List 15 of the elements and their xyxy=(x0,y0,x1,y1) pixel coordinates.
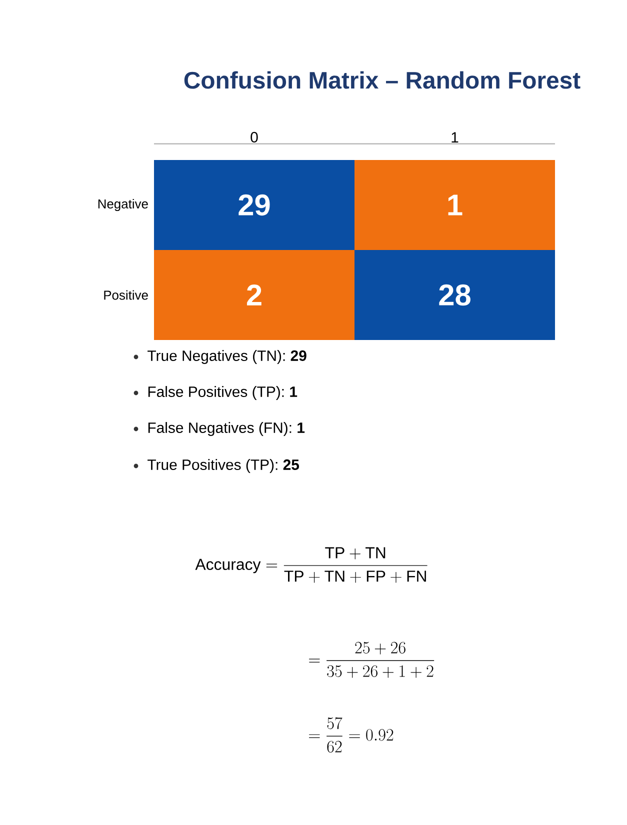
data-label: 29 xyxy=(238,194,270,216)
y-tick-label: Negative xyxy=(98,198,148,212)
y-tick-label: Positive xyxy=(104,290,148,300)
data-label: 2 xyxy=(246,284,262,306)
text: True Positives (TP): 25 xyxy=(148,459,300,473)
text: False Positives (TP): 1 xyxy=(148,386,298,400)
chart-title: Confusion Matrix – Random Forest xyxy=(184,71,580,89)
text: $= \frac{25 + 26}{35 + 26 + 1 + 2}$ xyxy=(309,642,434,678)
text: True Negatives (TN): 29 xyxy=(148,350,306,364)
text: $\mathrm{Accuracy} = \frac{\mathrm{TP} + \mathrm{TN}}{\mathrm{TP} + \mathrm{TN} + \mathrm{FP} + \mathrm{FN}}$ xyxy=(195,547,428,583)
text: $= \frac{57}{62} = 0.92$ xyxy=(309,717,394,753)
x-tick-label: 0 xyxy=(250,132,258,142)
data-label: 1 xyxy=(448,194,462,216)
data-label: 28 xyxy=(439,284,470,306)
text: False Negatives (FN): 1 xyxy=(148,422,305,436)
